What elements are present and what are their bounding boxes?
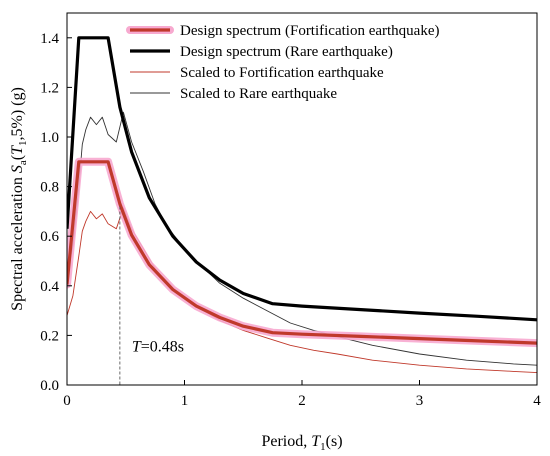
legend-label-0: Design spectrum (Fortification earthquak… <box>180 23 440 39</box>
legend-label-1: Design spectrum (Rare earthquake) <box>180 44 393 60</box>
x-axis-title-prefix: Period, <box>261 433 311 450</box>
y-tick-label: 0.2 <box>40 328 59 344</box>
y-tick-label: 1.0 <box>40 130 59 146</box>
y-axis-title-var: S <box>9 165 26 173</box>
plot-area <box>67 36 537 385</box>
y-tick-label: 0.8 <box>40 180 59 196</box>
x-tick-label: 2 <box>298 393 306 409</box>
y-tick-label: 0.6 <box>40 229 59 245</box>
y-axis-title-prefix: Spectral acceleration <box>9 173 26 311</box>
period-annotation-text: =0.48s <box>141 338 184 355</box>
y-tick-label: 1.4 <box>40 31 59 47</box>
period-annotation-var: T <box>132 338 142 355</box>
y-tick-label: 0.0 <box>40 378 59 394</box>
y-tick-label: 0.4 <box>40 279 59 295</box>
legend-label-2: Scaled to Fortification earthquake <box>180 65 384 81</box>
period-annotation: T=0.48s <box>132 338 184 355</box>
y-tick-label: 1.2 <box>40 80 59 96</box>
x-tick-label: 1 <box>181 393 189 409</box>
series-line-0 <box>67 160 537 345</box>
x-tick-label: 3 <box>416 393 424 409</box>
x-axis-title-sub: 1 <box>320 441 326 453</box>
x-axis-title: Period, T1(s) <box>261 433 342 453</box>
x-tick-label: 0 <box>63 393 71 409</box>
series-line-1 <box>67 36 537 322</box>
y-axis-title: Spectral acceleration Sa(T1,5%) (g) <box>9 87 29 311</box>
y-axis-title-suffix: ,5%) (g) <box>9 87 26 140</box>
legend-label-3: Scaled to Rare earthquake <box>180 86 337 102</box>
x-tick-label: 4 <box>533 393 541 409</box>
y-axis-title-sub: a <box>17 160 29 165</box>
y-axis-title-sub2: 1 <box>17 140 29 146</box>
axes: 0 1 2 3 4 0.0 0.2 0.4 0.6 0.8 1.0 1.2 1.4 <box>40 12 541 409</box>
y-axis-title-mid: ( <box>9 155 26 160</box>
legend: Design spectrum (Fortification earthquak… <box>126 23 440 102</box>
x-axis-title-suffix: (s) <box>326 433 343 450</box>
x-axis-title-var: T <box>311 433 321 450</box>
y-axis-title-var2: T <box>9 145 26 155</box>
